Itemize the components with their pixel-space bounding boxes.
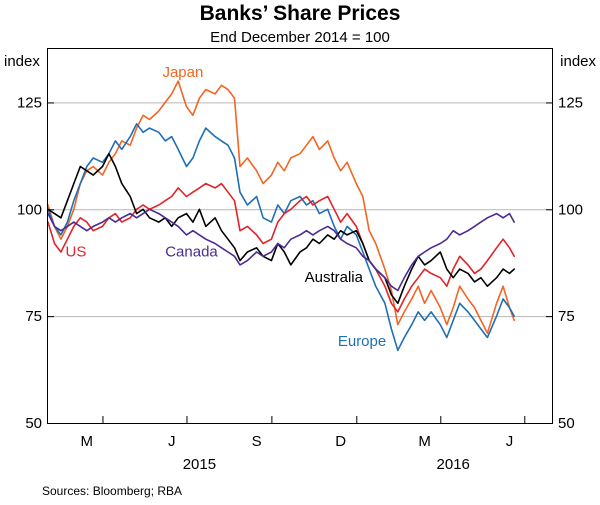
x-tick-label: J [506, 433, 514, 450]
series-label-australia: Australia [305, 269, 364, 286]
y-tick-label-right: 125 [558, 94, 583, 111]
x-tick-label: D [335, 433, 346, 450]
source-note: Sources: Bloomberg; RBA [42, 484, 182, 498]
y-tick-label-left: 75 [25, 308, 42, 325]
x-year-label: 2016 [437, 456, 470, 473]
y-tick-label-right: 75 [558, 308, 575, 325]
series-line-australia [47, 152, 516, 305]
x-tick-label: M [81, 433, 94, 450]
series-labels: Japan US Canada Australia Europe [66, 64, 387, 350]
series-line-us [47, 182, 516, 313]
left-axis-unit-label: index [4, 53, 40, 70]
chart-subtitle: End December 2014 = 100 [210, 29, 390, 46]
series-label-europe: Europe [338, 333, 386, 350]
x-tick-label: M [418, 433, 431, 450]
axis-ticks: 50 50 75 75 100 100 125 125 M J S D M J 2015 2016 [17, 94, 583, 473]
right-axis-unit-label: index [560, 53, 596, 70]
x-tick-label: S [252, 433, 262, 450]
y-tick-label-left: 100 [17, 201, 42, 218]
x-tick-label: J [168, 433, 176, 450]
y-tick-label-right: 50 [558, 415, 575, 432]
y-tick-label-left: 125 [17, 94, 42, 111]
y-tick-label-left: 50 [25, 415, 42, 432]
series-line-europe [47, 123, 516, 352]
series-label-us: US [66, 243, 87, 260]
series-line-canada [47, 208, 516, 292]
x-year-label: 2015 [183, 456, 216, 473]
chart-title: Banks’ Share Prices [200, 2, 401, 25]
series-line-japan [47, 80, 516, 335]
plot-frame [47, 48, 553, 424]
y-tick-label-right: 100 [558, 201, 583, 218]
series-label-japan: Japan [162, 64, 203, 81]
series-lines [47, 80, 516, 352]
gridlines [48, 102, 552, 318]
series-label-canada: Canada [165, 243, 218, 260]
